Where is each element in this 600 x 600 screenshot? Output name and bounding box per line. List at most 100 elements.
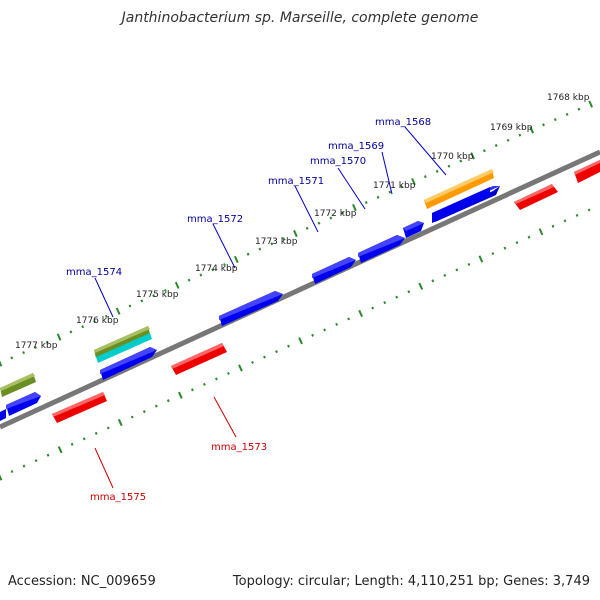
- gene-arrow-partial-left[interactable]: [6, 392, 41, 416]
- inner-dot-row-tick: [551, 224, 555, 228]
- gene-label-mma-1574[interactable]: mma_1574: [66, 267, 122, 278]
- inner-dot-row-tick: [455, 268, 459, 272]
- inner-dot-row-tick: [431, 279, 435, 283]
- gene-arrow-mma-1572[interactable]: [219, 291, 283, 326]
- inner-dot-row-tick: [251, 361, 254, 365]
- inner-dot-row-tick: [130, 415, 134, 419]
- feature-bar-orange[interactable]: [424, 169, 494, 209]
- inner-dot-row-tick: [287, 344, 290, 348]
- gene-label-mma-1570[interactable]: mma_1570: [310, 156, 366, 167]
- gene-label-mma-1575[interactable]: mma_1575: [90, 492, 146, 503]
- outer-dot-row-tick: [93, 320, 96, 324]
- inner-dot-row-tick: [371, 306, 375, 310]
- inner-dot-row-tick: [478, 255, 484, 263]
- genome-backbone: [0, 149, 600, 430]
- gene-arrow-mma-1568[interactable]: [432, 186, 500, 223]
- gene-labels: mma_1568 mma_1569 mma_1570 mma_1571 mma_…: [66, 117, 431, 503]
- feature-bars: [0, 169, 494, 397]
- outer-dot-row-tick: [199, 273, 203, 277]
- gene-arrow-edge-left[interactable]: [0, 409, 6, 421]
- forward-strand-genes: [0, 186, 500, 421]
- inner-dot-row-tick: [298, 337, 303, 345]
- inner-dot-row-tick: [57, 446, 63, 454]
- outer-dot-row-tick: [128, 304, 132, 308]
- gene-arrow-mma-1574[interactable]: [100, 347, 157, 380]
- accession-text: Accession: NC_009659: [8, 574, 156, 589]
- gene-arrow-mma-1571[interactable]: [312, 257, 356, 284]
- gene-label-mma-1569[interactable]: mma_1569: [328, 141, 384, 152]
- inner-dot-row-tick: [467, 262, 471, 266]
- inner-dot-row-tick: [575, 213, 579, 217]
- outer-dot-row-tick: [246, 252, 250, 256]
- inner-dot-row-tick: [177, 391, 183, 399]
- inner-dot-row-tick: [503, 246, 507, 250]
- outer-dot-row-tick: [10, 356, 14, 360]
- outer-dot-row-tick: [305, 226, 309, 230]
- map-title: Janthinobacterium sp. Marseille, complet…: [121, 10, 479, 26]
- leader-line-mma-1572: [212, 223, 236, 269]
- inner-dot-row-tick: [142, 410, 146, 414]
- tick-label-1774: 1774 kbp: [195, 264, 238, 274]
- gene-label-mma-1572[interactable]: mma_1572: [187, 214, 243, 225]
- outer-dot-row-tick: [282, 237, 285, 241]
- outer-dot-row-tick: [69, 330, 73, 334]
- gene-arrow-mma-1569[interactable]: [403, 221, 424, 238]
- inner-dot-row-tick: [226, 371, 230, 375]
- outer-dot-row-tick: [459, 159, 463, 163]
- outer-dot-row-tick: [152, 294, 156, 298]
- inner-dot-row-tick: [22, 464, 26, 468]
- outer-dot-row-tick: [529, 126, 535, 134]
- inner-dot-row-tick: [587, 208, 591, 212]
- gene-arrow-mma-1575[interactable]: [52, 392, 107, 423]
- inner-dot-row-tick: [263, 355, 266, 359]
- gene-label-mma-1573[interactable]: mma_1573: [211, 442, 267, 453]
- gene-arrow-mma-1573[interactable]: [171, 343, 227, 375]
- outer-dot-row-tick: [45, 340, 49, 344]
- outer-dot-row-tick: [447, 164, 451, 168]
- gene-arrow-mma-1570[interactable]: [358, 235, 405, 263]
- genome-summary-text: Topology: circular; Length: 4,110,251 bp…: [232, 574, 590, 589]
- outer-dot-row-tick: [22, 351, 26, 355]
- feature-bar-olive-left[interactable]: [0, 373, 36, 397]
- outer-dot-row-tick: [352, 203, 357, 212]
- outer-dot-row-tick: [0, 360, 3, 367]
- inner-dot-row-tick: [407, 290, 411, 294]
- outer-dot-row-tick: [341, 211, 345, 215]
- inner-dot-row-tick: [190, 388, 194, 392]
- gene-arrow-red-1[interactable]: [514, 184, 558, 210]
- inner-dot-row-tick: [238, 364, 243, 372]
- outer-dot-row-tick: [482, 149, 486, 153]
- inner-dot-row-tick: [202, 382, 206, 386]
- inner-dot-row-tick: [395, 295, 399, 299]
- gene-label-mma-1571[interactable]: mma_1571: [268, 176, 324, 187]
- inner-dot-row-tick: [418, 282, 424, 290]
- inner-dot-row-tick: [82, 437, 86, 441]
- tick-label-1776: 1776 kbp: [76, 316, 119, 326]
- leader-line-mma-1575: [94, 447, 114, 489]
- feature-bar-cyan[interactable]: [96, 333, 152, 363]
- gene-arrow-right-edge[interactable]: [574, 160, 600, 183]
- gene-label-mma-1568[interactable]: mma_1568: [375, 117, 431, 128]
- outer-dot-row-tick: [565, 112, 569, 116]
- tick-label-1773: 1773 kbp: [255, 237, 298, 247]
- outer-dot-row-tick: [400, 185, 404, 189]
- outer-dot-row-tick: [34, 346, 37, 349]
- outer-dot-row-tick: [388, 190, 392, 194]
- inner-dot-row-tick: [491, 252, 495, 256]
- outer-dot-row-tick: [553, 118, 557, 122]
- outer-dot-row-tick: [470, 152, 475, 160]
- outer-dot-row-tick: [115, 307, 121, 315]
- leader-line-mma-1568: [404, 126, 447, 176]
- tick-label-1775: 1775 kbp: [136, 290, 179, 300]
- outer-dot-row-tick: [494, 143, 498, 148]
- inner-dot-row-tick: [323, 328, 327, 332]
- inner-dot-row-tick: [10, 470, 14, 474]
- outer-dot-row-tick: [270, 242, 274, 246]
- outer-dot-row-tick: [506, 138, 510, 142]
- outer-dot-row-tick: [81, 325, 85, 329]
- feature-bar-olive[interactable]: [94, 326, 150, 358]
- tick-label-1771: 1771 kbp: [373, 181, 416, 191]
- tick-label-1772: 1772 kbp: [314, 209, 357, 219]
